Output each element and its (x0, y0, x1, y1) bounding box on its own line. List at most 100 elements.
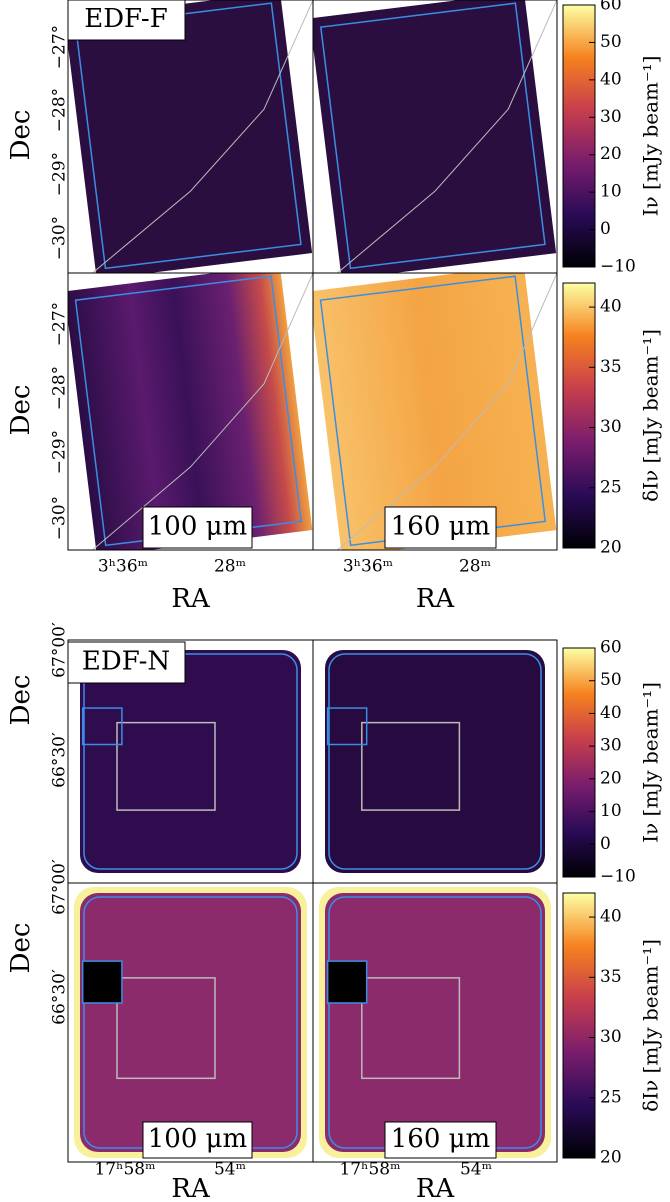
inset-box (326, 960, 368, 1004)
y-tick-label: 66°30′ (50, 969, 70, 1025)
colorbar-tick-label: 30 (600, 736, 622, 756)
field-label-box (67, 641, 186, 684)
colorbar-tick-label: 0 (600, 834, 611, 854)
map-panel (80, 650, 301, 873)
inset-box (81, 707, 123, 746)
x-tick-label: 54ᵐ (460, 1160, 492, 1180)
field-label: EDF-F (84, 4, 168, 34)
y-tick-label: −28° (50, 88, 70, 132)
colorbar-label: δIν [mJy beam⁻¹] (639, 939, 663, 1112)
field-label-box (67, 0, 186, 41)
x-tick-label: 17ʰ58ᵐ (94, 1160, 155, 1180)
map-image (80, 650, 301, 873)
colorbar-tick-label: 25 (600, 1087, 622, 1107)
colorbar-tick-label: 60 (600, 0, 622, 15)
x-axis-label: RA (416, 1174, 456, 1198)
map-panel (74, 887, 307, 1158)
colorbar-tick-label: −10 (600, 257, 636, 277)
y-tick-label: −30° (50, 216, 70, 260)
x-tick-label: 28ᵐ (459, 557, 491, 577)
colorbar-tick-label: 35 (600, 967, 622, 987)
y-tick-label: −29° (50, 430, 70, 474)
map-image (325, 650, 545, 873)
wavelength-label: 100 μm (148, 1124, 247, 1154)
wavelength-box (142, 1121, 253, 1159)
colorbar (562, 892, 596, 1159)
y-tick-label: −30° (50, 496, 70, 540)
wavelength-label: 100 μm (148, 512, 247, 542)
map-image (68, 273, 313, 550)
colorbar-tick-label: 50 (600, 670, 622, 690)
wavelength-label: 160 μm (391, 512, 490, 542)
colorbar-tick-label: 50 (600, 32, 622, 52)
colorbar-tick-label: 30 (600, 1027, 622, 1047)
map-image (325, 893, 545, 1152)
map-panel (319, 887, 551, 1158)
colorbar-tick-label: 25 (600, 477, 622, 497)
x-tick-label: 54ᵐ (214, 1160, 246, 1180)
colorbar-tick-label: 60 (600, 638, 622, 658)
colorbar-label: Iν [mJy beam⁻¹] (639, 682, 663, 843)
y-tick-label: −27° (50, 25, 70, 69)
x-axis-label: RA (416, 584, 456, 614)
panel-frame (312, 882, 558, 1163)
colorbar (562, 647, 596, 878)
y-axis-label: Dec (6, 675, 36, 726)
y-tick-label: −29° (50, 152, 70, 196)
colorbar-tick-label: 10 (600, 182, 622, 202)
colorbar-tick-label: 20 (600, 538, 622, 558)
colorbar-label: δIν [mJy beam⁻¹] (639, 329, 663, 502)
y-tick-label: 67°00′ (50, 859, 70, 915)
colorbar-tick-label: 20 (600, 768, 622, 788)
inset-box (326, 707, 368, 746)
x-tick-label: 3ʰ36ᵐ (98, 557, 148, 577)
map-image (313, 0, 557, 273)
y-axis-label: Dec (6, 923, 36, 974)
map-image (68, 0, 313, 273)
footprint (361, 721, 461, 811)
coverage-outline (83, 653, 298, 870)
footprint (92, 273, 313, 550)
colorbar (562, 4, 596, 268)
colorbar-tick-label: 20 (600, 144, 622, 164)
map-panel (68, 0, 313, 273)
x-tick-label: 28ᵐ (214, 557, 246, 577)
colorbar-tick-label: 40 (600, 703, 622, 723)
colorbar-tick-label: 40 (600, 69, 622, 89)
footprint (116, 721, 216, 811)
y-tick-label: −28° (50, 366, 70, 410)
x-axis-label: RA (171, 1174, 211, 1198)
x-axis-label: RA (171, 584, 211, 614)
colorbar-tick-label: 10 (600, 801, 622, 821)
footprint (361, 977, 461, 1080)
colorbar-tick-label: 40 (600, 907, 622, 927)
y-axis-label: Dec (6, 110, 36, 161)
wavelength-box (142, 506, 253, 549)
footprint (92, 0, 313, 273)
colorbar-tick-label: 40 (600, 297, 622, 317)
footprint (116, 977, 216, 1080)
colorbar-label: Iν [mJy beam⁻¹] (639, 56, 663, 217)
coverage-outline (328, 653, 542, 870)
footprint (337, 0, 557, 273)
field-label: EDF-N (82, 647, 170, 677)
map-panel (313, 0, 557, 273)
y-tick-label: 67°00′ (50, 622, 70, 678)
y-axis-label: Dec (6, 385, 36, 436)
map-image (80, 893, 301, 1152)
wavelength-box (384, 1121, 497, 1159)
colorbar (562, 282, 596, 549)
map-image (313, 273, 557, 550)
map-panel (325, 650, 545, 873)
y-tick-label: 66°30′ (50, 732, 70, 788)
colorbar-tick-label: 20 (600, 1148, 622, 1168)
colorbar-tick-label: 0 (600, 219, 611, 239)
colorbar-tick-label: −10 (600, 867, 636, 887)
colorbar-tick-label: 30 (600, 417, 622, 437)
wavelength-box (384, 506, 497, 549)
x-tick-label: 17ʰ58ᵐ (339, 1160, 400, 1180)
colorbar-tick-label: 35 (600, 357, 622, 377)
panel-frame (312, 272, 558, 551)
x-tick-label: 3ʰ36ᵐ (343, 557, 393, 577)
